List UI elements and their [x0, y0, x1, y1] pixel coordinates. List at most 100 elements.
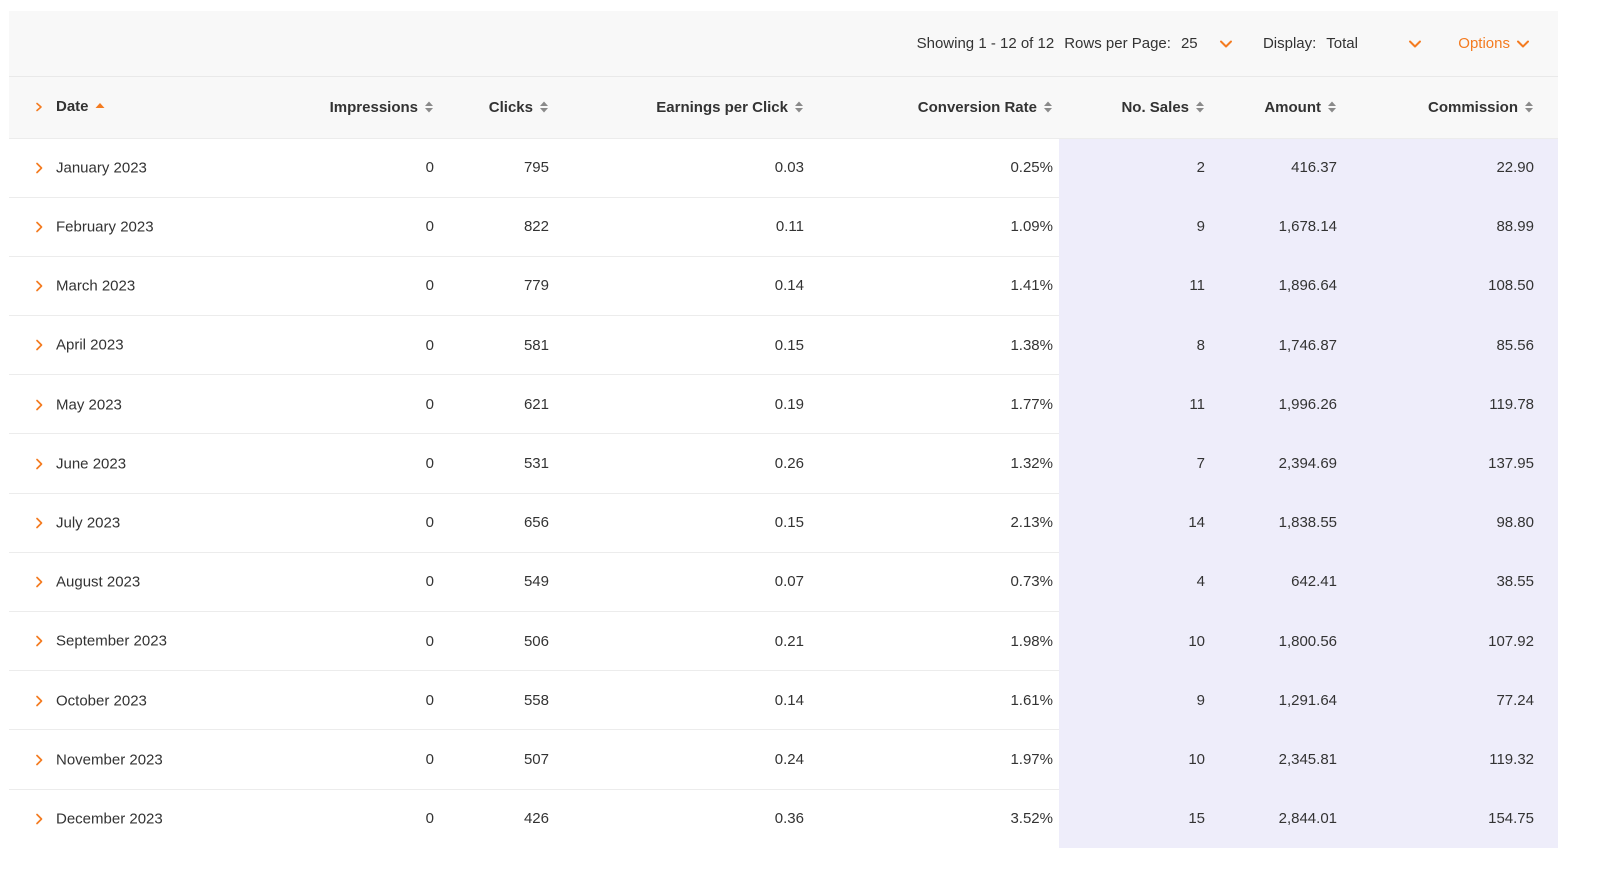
rows-per-page-label: Rows per Page:	[1064, 35, 1171, 52]
cell-amount: 1,838.55	[1219, 493, 1355, 553]
date-value: April 2023	[56, 336, 124, 354]
table-row[interactable]: March 2023 0 779 0.14 1.41% 11 1,896.64 108.50	[9, 256, 1558, 317]
cell-amount: 1,678.14	[1219, 197, 1355, 257]
cell-conversion-rate: 0.25%	[824, 138, 1059, 198]
table-row[interactable]: December 2023 0 426 0.36 3.52% 15 2,844.01 154.…	[9, 789, 1558, 849]
rows-per-page-value: 25	[1180, 35, 1198, 52]
cell-impressions: 0	[299, 315, 454, 376]
expand-row-icon[interactable]	[33, 160, 45, 176]
date-value: February 2023	[56, 218, 154, 236]
cell-date: July 2023	[9, 493, 299, 553]
expand-row-icon[interactable]	[33, 693, 45, 709]
expand-row-icon[interactable]	[33, 515, 45, 531]
cell-no-sales: 11	[1059, 256, 1219, 317]
sort-icon	[794, 100, 804, 114]
cell-earnings-per-click: 0.21	[569, 611, 824, 672]
cell-commission: 154.75	[1355, 789, 1558, 849]
cell-no-sales: 10	[1059, 611, 1219, 672]
table-row[interactable]: November 2023 0 507 0.24 1.97% 10 2,345.81 119.…	[9, 729, 1558, 790]
expand-row-icon[interactable]	[33, 811, 45, 827]
table-row[interactable]: August 2023 0 549 0.07 0.73% 4 642.41 38.55	[9, 552, 1558, 613]
chevron-down-icon	[1219, 39, 1233, 49]
expand-row-icon[interactable]	[33, 397, 45, 413]
cell-clicks: 558	[454, 670, 569, 731]
sort-ascending-icon	[95, 99, 105, 113]
header-commission[interactable]: Commission	[1355, 77, 1558, 139]
cell-date: March 2023	[9, 256, 299, 317]
cell-impressions: 0	[299, 552, 454, 613]
expand-row-icon[interactable]	[33, 752, 45, 768]
cell-amount: 642.41	[1219, 552, 1355, 613]
cell-commission: 38.55	[1355, 552, 1558, 613]
header-commission-label: Commission	[1427, 98, 1518, 116]
cell-impressions: 0	[299, 493, 454, 553]
cell-amount: 1,896.64	[1219, 256, 1355, 317]
cell-clicks: 822	[454, 197, 569, 257]
expand-row-icon[interactable]	[33, 278, 45, 294]
table-row[interactable]: April 2023 0 581 0.15 1.38% 8 1,746.87 85.56	[9, 315, 1558, 376]
cell-amount: 1,746.87	[1219, 315, 1355, 376]
cell-clicks: 581	[454, 315, 569, 376]
cell-no-sales: 14	[1059, 493, 1219, 553]
table-row[interactable]: October 2023 0 558 0.14 1.61% 9 1,291.64 77.24	[9, 670, 1558, 731]
cell-clicks: 426	[523, 810, 549, 828]
date-value: July 2023	[56, 514, 121, 532]
expand-all-icon[interactable]	[33, 100, 45, 112]
cell-date: August 2023	[9, 552, 299, 613]
cell-amount: 416.37	[1219, 138, 1355, 198]
cell-clicks: 507	[454, 729, 569, 790]
cell-impressions: 0	[299, 256, 454, 317]
table-row[interactable]: June 2023 0 531 0.26 1.32% 7 2,394.69 137.95	[9, 433, 1558, 494]
cell-commission: 108.50	[1355, 256, 1558, 317]
expand-row-icon[interactable]	[33, 456, 45, 472]
expand-row-icon[interactable]	[33, 337, 45, 353]
header-sales-label: No. Sales	[1121, 98, 1189, 116]
cell-no-sales: 2	[1059, 138, 1219, 198]
display-value: Total	[1326, 35, 1358, 52]
cell-earnings-per-click: 0.07	[569, 552, 824, 613]
cell-amount: 2,844.01	[1219, 789, 1355, 849]
cell-no-sales: 15	[1059, 789, 1219, 849]
cell-date: June 2023	[9, 433, 299, 494]
header-conversion-label: Conversion Rate	[917, 98, 1037, 116]
header-earnings-per-click[interactable]: Earnings per Click	[569, 77, 824, 139]
date-value: June 2023	[56, 455, 127, 473]
expand-row-icon[interactable]	[33, 633, 45, 649]
header-date[interactable]: Date	[9, 77, 299, 139]
sort-icon	[1327, 100, 1337, 114]
cell-date: December 2023	[9, 789, 299, 848]
report-panel: Showing 1 - 12 of 12 Rows per Page: 25 D…	[9, 11, 1558, 849]
sort-icon	[539, 100, 549, 114]
table-row[interactable]: May 2023 0 621 0.19 1.77% 11 1,996.26 119.78	[9, 374, 1558, 435]
cell-earnings-per-click: 0.11	[569, 197, 824, 257]
header-impressions[interactable]: Impressions	[299, 77, 454, 139]
cell-impressions: 0	[299, 197, 454, 257]
display-label: Display:	[1262, 35, 1317, 52]
display-select[interactable]: Total	[1326, 35, 1422, 52]
header-no-sales[interactable]: No. Sales	[1059, 77, 1219, 139]
cell-conversion-rate: 1.32%	[824, 433, 1059, 494]
header-amount[interactable]: Amount	[1219, 77, 1355, 139]
table-row[interactable]: January 2023 0 795 0.03 0.25% 2 416.37 22.90	[9, 138, 1558, 198]
expand-row-icon[interactable]	[33, 574, 45, 590]
cell-impressions: 0	[299, 433, 454, 494]
rows-per-page-select[interactable]: 25	[1181, 35, 1233, 52]
cell-no-sales: 4	[1059, 552, 1219, 613]
cell-amount: 1,291.64	[1219, 670, 1355, 731]
sort-icon	[424, 100, 434, 114]
cell-impressions: 0	[299, 611, 454, 672]
cell-impressions: 0	[299, 729, 454, 790]
cell-clicks: 549	[454, 552, 569, 613]
cell-earnings-per-click: 0.15	[569, 493, 824, 553]
header-clicks[interactable]: Clicks	[454, 77, 569, 139]
header-conversion-rate[interactable]: Conversion Rate	[824, 77, 1059, 139]
table-row[interactable]: February 2023 0 822 0.11 1.09% 9 1,678.14 88.99	[9, 197, 1558, 257]
table-row[interactable]: July 2023 0 656 0.15 2.13% 14 1,838.55 98.80	[9, 493, 1558, 553]
cell-commission: 107.92	[1355, 611, 1558, 672]
table-row[interactable]: September 2023 0 506 0.21 1.98% 10 1,800.56 107…	[9, 611, 1558, 672]
options-dropdown[interactable]: Options	[1458, 35, 1530, 52]
cell-impressions: 0	[425, 810, 434, 828]
expand-row-icon[interactable]	[33, 219, 45, 235]
table-header-row: Date Impressions	[9, 77, 1558, 139]
cell-conversion-rate: 1.61%	[824, 670, 1059, 731]
